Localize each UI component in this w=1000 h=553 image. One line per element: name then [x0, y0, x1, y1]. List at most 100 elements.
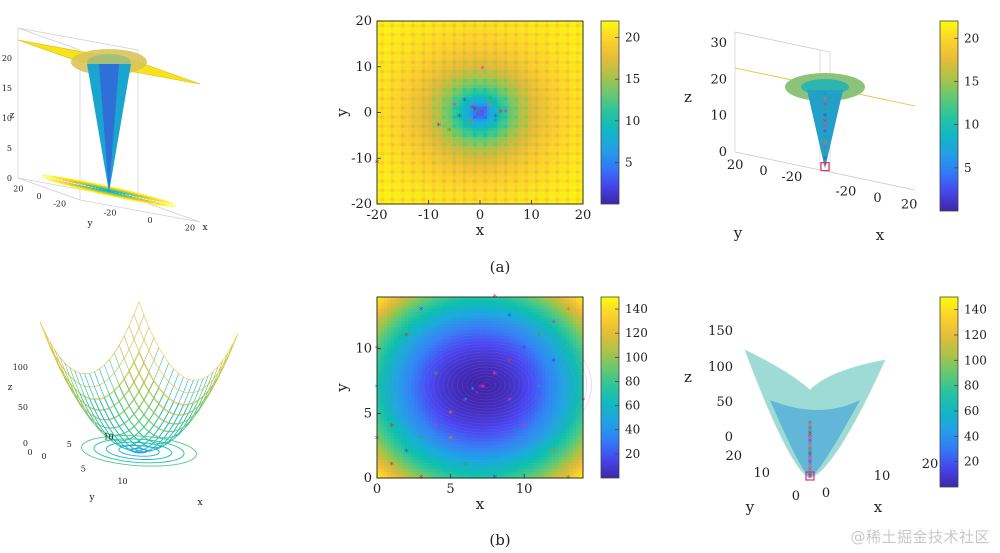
heat-cell — [414, 112, 419, 117]
heat-cell — [483, 191, 488, 196]
heat-cell — [401, 149, 406, 153]
heat-cell — [421, 465, 426, 470]
heat-cell — [421, 417, 426, 422]
heat-cell — [383, 57, 388, 62]
heat-cell — [442, 72, 447, 77]
heat-cell — [418, 441, 423, 446]
heat-cell — [442, 57, 447, 62]
heat-cell — [377, 414, 382, 419]
heat-cell — [524, 33, 529, 37]
heat-cell — [555, 78, 560, 83]
heat-cell — [407, 94, 412, 98]
heat-cell — [490, 63, 495, 68]
heat-cell — [380, 444, 385, 449]
heat-cell — [404, 357, 409, 361]
heat-cell — [414, 387, 419, 392]
heat-cell — [435, 435, 440, 440]
heat-cell — [483, 75, 488, 80]
heat-cell — [377, 69, 382, 74]
heat-cell — [401, 103, 406, 107]
heat-cell — [548, 94, 553, 98]
heat-cell — [407, 51, 412, 56]
heat-cell — [414, 300, 419, 304]
heat-cell — [377, 78, 382, 83]
heat-cell — [387, 194, 392, 199]
heat-cell — [572, 161, 577, 165]
heat-cell — [569, 21, 574, 25]
heat-cell — [383, 97, 388, 101]
heat-cell — [521, 100, 526, 104]
heat-cell — [377, 312, 382, 316]
heat-cell — [555, 136, 560, 141]
heat-cell — [555, 176, 560, 181]
heat-cell — [438, 426, 443, 431]
heat-cell — [404, 465, 409, 470]
heat-cell — [397, 124, 402, 129]
heat-cell — [534, 136, 539, 141]
heat-cell — [435, 474, 440, 479]
heat-cell — [500, 164, 505, 168]
heat-cell — [476, 51, 481, 56]
heat-cell — [411, 118, 416, 123]
heat-cell — [486, 191, 491, 196]
heat-cell — [435, 66, 440, 71]
heat-cell — [473, 139, 478, 144]
heat-cell — [414, 24, 419, 28]
heat-cell — [473, 30, 478, 34]
heat-cell — [401, 408, 406, 413]
heat-cell — [431, 441, 436, 446]
heat-cell — [380, 384, 385, 389]
heat-cell — [565, 185, 570, 190]
heat-cell — [397, 411, 402, 416]
heat-cell — [390, 438, 395, 443]
y-tick-label: -20 — [53, 199, 66, 208]
heat-cell — [462, 88, 467, 92]
heat-cell — [541, 72, 546, 77]
heat-cell — [517, 118, 522, 123]
heat-cell — [558, 139, 563, 144]
heat-cell — [397, 429, 402, 434]
heat-cell — [466, 88, 471, 92]
heat-cell — [507, 33, 512, 37]
heat-cell — [431, 435, 436, 440]
heat-cell — [449, 176, 454, 181]
heat-cell — [449, 45, 454, 50]
heat-cell — [421, 402, 426, 407]
heat-cell — [455, 45, 460, 50]
heat-cell — [404, 360, 409, 364]
heat-cell — [572, 194, 577, 199]
heat-cell — [524, 57, 529, 62]
heat-cell — [572, 42, 577, 46]
heat-cell — [500, 149, 505, 153]
heat-cell — [565, 106, 570, 111]
data-point: * — [823, 96, 827, 105]
heat-cell — [552, 136, 557, 141]
heat-cell — [541, 21, 546, 25]
heat-cell — [548, 112, 553, 117]
heat-cell — [504, 130, 509, 135]
heat-cell — [528, 69, 533, 74]
heat-cell — [510, 33, 515, 37]
heat-cell — [483, 112, 488, 117]
heat-cell — [435, 200, 440, 205]
heat-cell — [377, 121, 382, 126]
heat-cell — [442, 402, 447, 407]
heat-cell — [562, 106, 567, 111]
heat-cell — [534, 36, 539, 40]
heat-cell — [390, 121, 395, 126]
heat-cell — [524, 149, 529, 153]
heat-cell — [418, 21, 423, 25]
heat-cell — [411, 161, 416, 165]
heat-cell — [514, 24, 519, 28]
heat-cell — [411, 185, 416, 190]
heat-cell — [473, 63, 478, 68]
heat-cell — [418, 312, 423, 316]
heat-cell — [397, 336, 402, 340]
heat-cell — [565, 36, 570, 40]
heat-cell — [418, 315, 423, 319]
heat-cell — [438, 396, 443, 401]
heat-cell — [504, 78, 509, 83]
heat-cell — [500, 121, 505, 126]
heat-cell — [497, 167, 502, 172]
heat-cell — [397, 121, 402, 126]
